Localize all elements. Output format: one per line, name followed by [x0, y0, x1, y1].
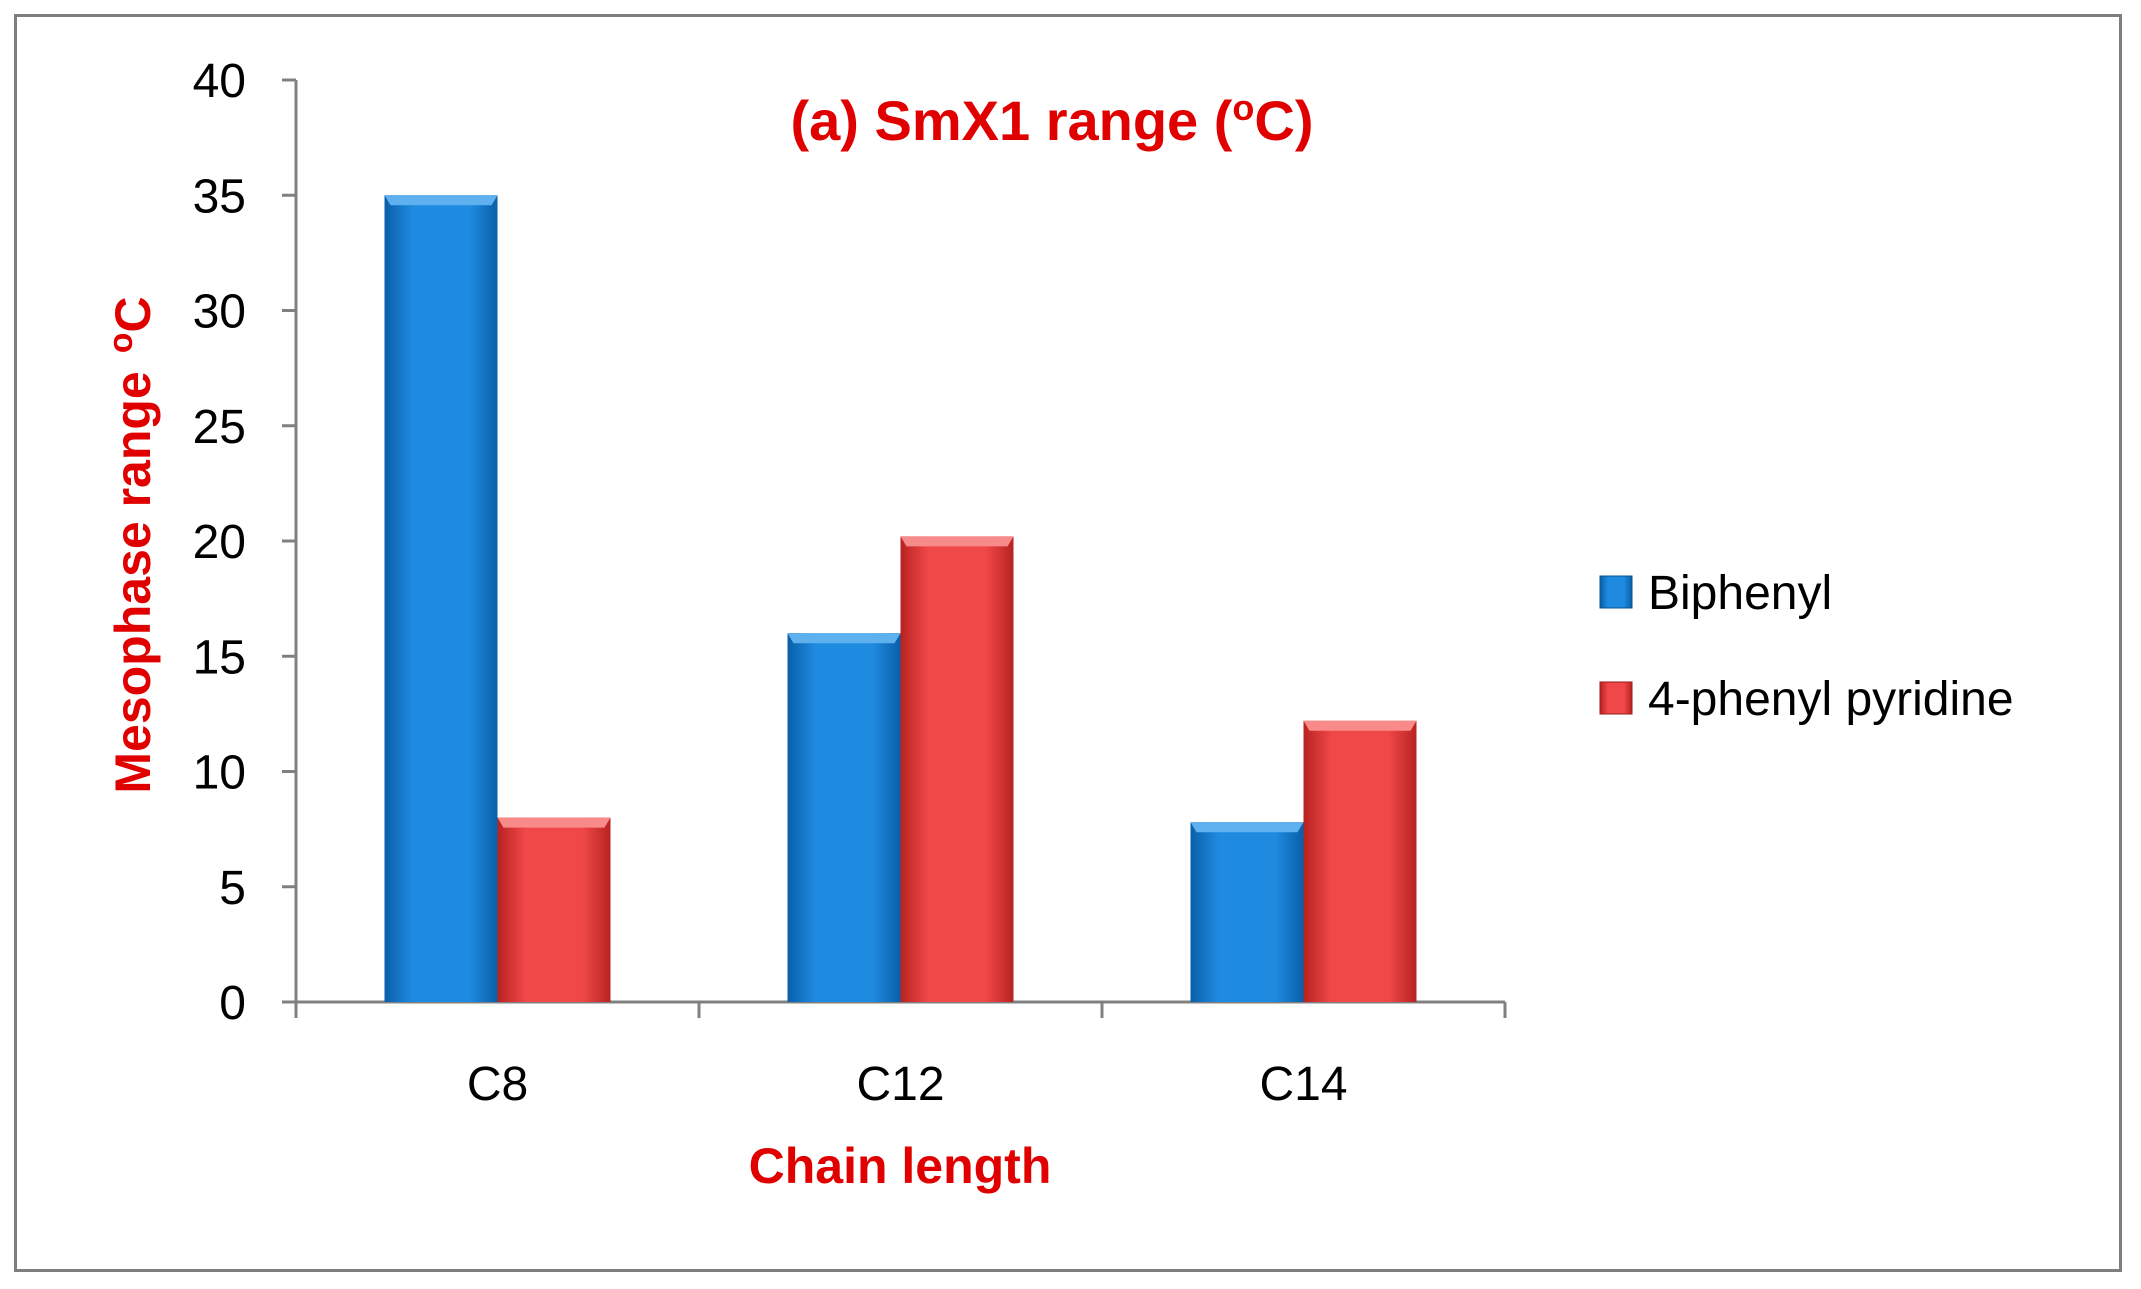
y-tick-label: 5 [219, 862, 246, 915]
x-tick-label: C14 [1259, 1058, 1347, 1111]
y-tick-label: 10 [193, 747, 246, 800]
y-tick-label: 35 [193, 170, 246, 223]
bar-4-phenyl-pyridine-c8 [497, 817, 611, 1002]
chart-title: (a) SmX1 range (oC) [791, 87, 1314, 152]
bar-bevel [384, 195, 498, 206]
y-tick-label: 40 [193, 55, 246, 108]
y-axis-title: Mesophase rangeoC [102, 296, 161, 793]
legend-label: 4-phenyl pyridine [1648, 673, 2014, 726]
y-tick-label: 20 [193, 516, 246, 569]
bar-biphenyl-c14 [1190, 822, 1304, 1002]
y-tick-label: 25 [193, 401, 246, 454]
y-tick-label: 0 [219, 977, 246, 1030]
bar-bevel [900, 536, 1014, 547]
bars: C8 C12 C14 [384, 195, 1417, 1111]
x-tick-label: C12 [856, 1058, 944, 1111]
legend-swatch [1599, 681, 1633, 715]
x-tick-label: C8 [467, 1058, 528, 1111]
bar-bevel [1190, 822, 1304, 833]
bar-bevel [787, 633, 901, 644]
x-axis-title: Chain length [749, 1138, 1052, 1194]
y-tick-label: 30 [193, 286, 246, 339]
legend-swatch [1599, 575, 1633, 609]
bar-biphenyl-c8 [384, 195, 498, 1002]
bar-4-phenyl-pyridine-c14 [1303, 720, 1417, 1002]
bar-biphenyl-c12 [787, 633, 901, 1002]
bar-4-phenyl-pyridine-c12 [900, 536, 1014, 1002]
bar-bevel [497, 817, 611, 828]
legend-label: Biphenyl [1648, 567, 1832, 620]
chart-frame [14, 14, 2122, 1272]
bar-bevel [1303, 720, 1417, 731]
legend: Biphenyl 4-phenyl pyridine [1599, 567, 2014, 726]
y-tick-label: 15 [193, 631, 246, 684]
